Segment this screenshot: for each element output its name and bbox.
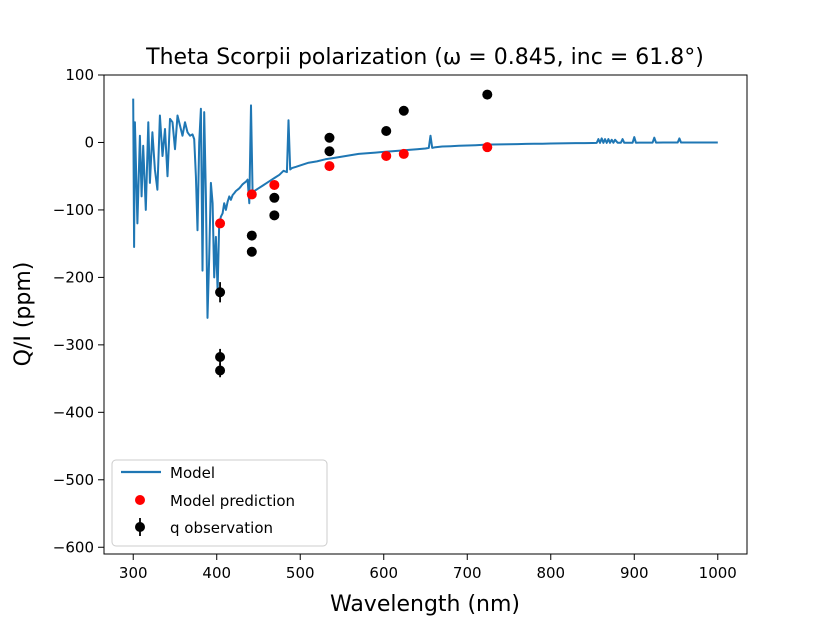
x-tick-label: 600 <box>369 564 398 582</box>
observation-point <box>324 146 335 157</box>
y-tick-label: −500 <box>53 471 94 489</box>
prediction-point <box>398 148 409 159</box>
x-axis-title: Wavelength (nm) <box>330 592 520 617</box>
x-tick-label: 1000 <box>699 564 737 582</box>
y-axis: 100 0 −100 −200 −300 −400 −500 −600 <box>53 66 104 556</box>
y-tick-label: 100 <box>65 66 94 84</box>
prediction-point <box>381 150 392 161</box>
prediction-point <box>482 142 493 153</box>
chart-title: Theta Scorpii polarization (ω = 0.845, i… <box>145 45 704 70</box>
prediction-point <box>215 218 226 229</box>
observation-point <box>269 210 280 221</box>
x-tick-label: 700 <box>453 564 482 582</box>
y-tick-label: −300 <box>53 336 94 354</box>
x-tick-label: 800 <box>536 564 565 582</box>
y-tick-label: −100 <box>53 201 94 219</box>
y-tick-label: −600 <box>53 538 94 556</box>
legend: Model Model prediction q observation <box>111 459 328 547</box>
x-tick-label: 400 <box>202 564 231 582</box>
observation-point <box>215 352 226 363</box>
prediction-point <box>269 179 280 190</box>
observation-point <box>324 132 335 143</box>
y-tick-label: −400 <box>53 403 94 421</box>
observation-point <box>246 230 257 241</box>
prediction-point <box>246 189 257 200</box>
series-layer <box>132 89 718 378</box>
observation-point <box>381 125 392 136</box>
prediction-point <box>324 161 335 172</box>
legend-observation-marker <box>135 522 145 532</box>
observation-point <box>398 105 409 116</box>
x-tick-label: 900 <box>620 564 649 582</box>
legend-label-model: Model <box>170 464 215 482</box>
plot-frame <box>103 74 748 555</box>
observation-point <box>215 287 226 298</box>
observation-point <box>269 192 280 203</box>
legend-label-prediction: Model prediction <box>170 492 295 510</box>
x-tick-label: 500 <box>286 564 315 582</box>
model-line <box>132 98 718 319</box>
y-axis-title: Q/I (ppm) <box>11 262 36 367</box>
legend-box <box>111 459 328 547</box>
observation-point <box>246 246 257 257</box>
legend-prediction-marker <box>135 495 145 505</box>
y-tick-label: 0 <box>84 133 94 151</box>
x-axis: 300 400 500 600 700 800 900 1000 <box>119 554 737 582</box>
y-tick-label: −200 <box>53 268 94 286</box>
legend-label-observation: q observation <box>170 519 273 537</box>
x-tick-label: 300 <box>119 564 148 582</box>
observation-point <box>482 89 493 100</box>
observation-point <box>215 365 226 376</box>
plot-area-group <box>103 74 748 555</box>
